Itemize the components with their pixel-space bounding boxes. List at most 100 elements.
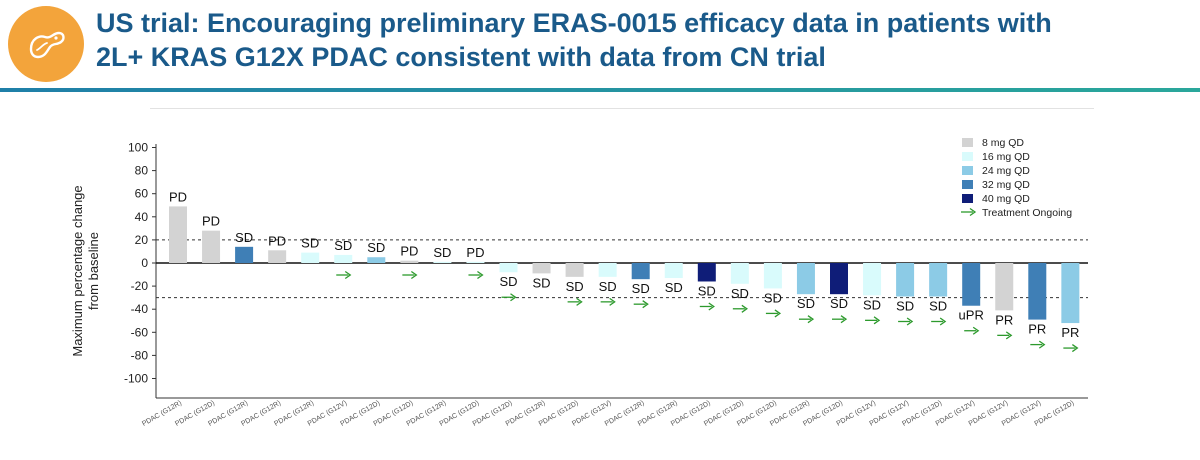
ongoing-arrow-head <box>410 270 418 280</box>
response-label: PD <box>169 189 187 204</box>
y-tick-label: 60 <box>135 187 149 201</box>
bar <box>598 263 617 277</box>
ongoing-arrow-head <box>642 300 649 309</box>
logo-badge <box>8 6 84 82</box>
response-label: SD <box>334 238 352 253</box>
bar <box>301 252 320 263</box>
bar <box>995 263 1014 311</box>
pancreas-icon <box>29 31 65 59</box>
response-label: SD <box>433 245 451 260</box>
ongoing-arrow-head <box>939 317 947 326</box>
bar <box>367 257 386 263</box>
legend-label: 24 mg QD <box>982 165 1030 177</box>
ongoing-arrow <box>732 304 748 313</box>
legend-swatch <box>962 138 973 147</box>
y-axis-label-line-2: from baseline <box>86 232 101 310</box>
bar <box>499 263 518 273</box>
y-axis-label: Maximum percentage change from baseline <box>70 185 101 356</box>
ongoing-arrow-head <box>477 270 484 280</box>
response-label: uPR <box>959 308 984 323</box>
bar <box>830 263 848 295</box>
ongoing-arrow <box>699 302 715 311</box>
y-tick-label: 40 <box>135 210 149 224</box>
ongoing-arrow <box>402 270 418 280</box>
slide-header: US trial: Encouraging preliminary ERAS-0… <box>0 0 1200 92</box>
y-tick-label: -80 <box>131 348 149 362</box>
response-label: SD <box>235 230 253 245</box>
ongoing-arrow <box>1030 340 1046 349</box>
bar <box>863 263 882 296</box>
ongoing-arrow-head <box>576 297 583 306</box>
ongoing-arrow <box>865 316 881 325</box>
response-labels: PD PD SD PD SD SD SD PD SD PD SD SD SD SD SD SD SD SD SD SD… <box>169 189 1079 340</box>
y-tick-label: 80 <box>135 164 149 178</box>
response-label: SD <box>863 297 881 312</box>
bar <box>929 263 948 297</box>
title-line-1: US trial: Encouraging preliminary ERAS-0… <box>96 8 1052 38</box>
response-label: SD <box>533 275 551 290</box>
ongoing-arrow <box>898 317 914 326</box>
ongoing-arrow-head <box>1005 331 1013 340</box>
bar <box>664 263 683 279</box>
response-label: PD <box>400 244 418 259</box>
response-label: PR <box>1028 322 1046 337</box>
bar <box>532 263 551 274</box>
ongoing-arrow <box>468 270 484 280</box>
response-label: SD <box>632 281 650 296</box>
ongoing-arrow <box>997 331 1013 340</box>
x-category-labels: PDAC (G12R)PDAC (G12D)PDAC (G12R)PDAC (G… <box>141 400 1075 428</box>
response-label: SD <box>499 274 517 289</box>
bar <box>169 206 187 263</box>
ongoing-arrow <box>1063 344 1079 353</box>
chart-top-border <box>150 108 1094 109</box>
response-label: SD <box>764 290 782 305</box>
legend-label: 32 mg QD <box>982 179 1030 191</box>
response-label: PR <box>1061 325 1079 340</box>
ongoing-arrow <box>633 300 649 309</box>
bar <box>235 246 254 263</box>
response-label: SD <box>566 279 584 294</box>
bar <box>796 263 815 295</box>
ongoing-arrow-head <box>906 317 914 326</box>
bar <box>565 263 584 277</box>
bar <box>334 254 353 263</box>
ongoing-arrow-head <box>807 315 815 324</box>
ongoing-arrow-head <box>344 270 352 280</box>
ongoing-arrow <box>961 207 977 217</box>
bar <box>763 263 782 289</box>
ongoing-arrow-head <box>1038 340 1046 349</box>
ongoing-arrow <box>964 326 980 335</box>
bar <box>1061 263 1080 324</box>
response-label: SD <box>896 298 914 313</box>
y-tick-label: 100 <box>128 141 148 155</box>
bar <box>466 261 485 263</box>
ongoing-arrow <box>765 309 782 318</box>
ongoing-arrow-head <box>609 297 616 306</box>
response-label: SD <box>301 236 319 251</box>
bar <box>202 230 221 263</box>
page-title: US trial: Encouraging preliminary ERAS-0… <box>96 6 1186 74</box>
waterfall-chart: Maximum percentage change from baseline … <box>70 137 1088 428</box>
ongoing-arrow-head <box>708 302 715 311</box>
ongoing-arrow <box>336 270 352 280</box>
bar <box>1028 263 1047 320</box>
response-label: SD <box>665 280 683 295</box>
response-label: SD <box>367 240 385 255</box>
y-axis-label-line-1: Maximum percentage change <box>70 185 85 356</box>
y-tick-label: -100 <box>124 372 148 386</box>
bar <box>268 250 287 263</box>
bar <box>400 260 419 263</box>
legend-label: 16 mg QD <box>982 151 1030 163</box>
ongoing-arrow <box>600 297 616 306</box>
legend-label: 40 mg QD <box>982 193 1030 205</box>
legend-label-ongoing: Treatment Ongoing <box>982 207 1072 219</box>
bar <box>433 261 452 263</box>
bar <box>896 263 915 297</box>
response-label: SD <box>830 296 848 311</box>
ongoing-arrow-head <box>972 326 980 335</box>
legend-label: 8 mg QD <box>982 137 1024 149</box>
y-tick-label: 0 <box>141 256 148 270</box>
bar <box>730 263 749 284</box>
ongoing-arrow-head <box>510 293 517 302</box>
response-label: SD <box>929 298 947 313</box>
